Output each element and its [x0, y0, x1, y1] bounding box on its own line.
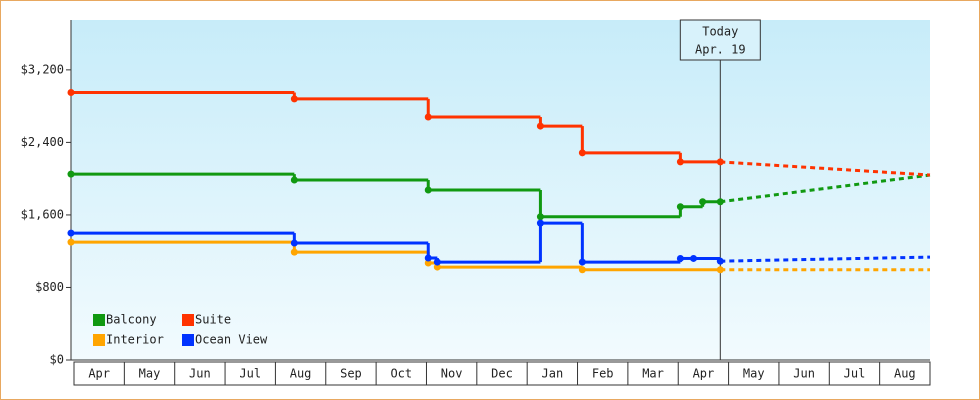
- point: [290, 176, 298, 184]
- point: [716, 158, 724, 166]
- x-tick-label: Oct: [390, 367, 412, 381]
- point: [536, 219, 544, 227]
- point: [67, 238, 75, 246]
- point: [424, 186, 432, 194]
- x-tick-label: Apr: [88, 367, 110, 381]
- x-tick-label: Aug: [894, 367, 916, 381]
- point: [424, 113, 432, 121]
- today-box: [679, 19, 761, 61]
- legend-label: Balcony: [106, 313, 157, 327]
- x-tick-label: Jan: [542, 367, 564, 381]
- point: [699, 198, 707, 206]
- forecast-line: [720, 255, 931, 263]
- x-tick-label: Sep: [340, 367, 362, 381]
- point: [716, 266, 724, 274]
- point: [578, 149, 586, 157]
- forecast-line: [720, 160, 931, 177]
- x-tick-label: Jul: [844, 367, 866, 381]
- point: [716, 257, 724, 265]
- y-tick-label: $3,200: [21, 62, 64, 76]
- point: [578, 266, 586, 274]
- point: [433, 263, 441, 271]
- x-tick-label: Feb: [592, 367, 614, 381]
- legend-label: Interior: [106, 333, 164, 347]
- point: [690, 254, 698, 262]
- legend-label: Ocean View: [195, 333, 268, 347]
- x-tick-label: Dec: [491, 367, 513, 381]
- x-tick-label: Nov: [441, 367, 463, 381]
- legend-swatch: [182, 314, 194, 326]
- x-tick-label: Jun: [189, 367, 211, 381]
- x-tick-label: May: [743, 367, 765, 381]
- today-date: Apr. 19: [695, 43, 746, 57]
- point: [67, 229, 75, 237]
- legend-swatch: [93, 334, 105, 346]
- point: [290, 239, 298, 247]
- x-tick-label: Apr: [693, 367, 715, 381]
- x-tick-label: Aug: [290, 367, 312, 381]
- legend-swatch: [182, 334, 194, 346]
- legend-swatch: [93, 314, 105, 326]
- point: [536, 213, 544, 221]
- y-tick-label: $2,400: [21, 135, 64, 149]
- point: [676, 254, 684, 262]
- x-tick-label: Jun: [793, 367, 815, 381]
- point: [290, 248, 298, 256]
- point: [290, 95, 298, 103]
- legend-label: Suite: [195, 313, 231, 327]
- point: [433, 258, 441, 266]
- x-axis-band: [73, 361, 931, 386]
- point: [578, 258, 586, 266]
- y-tick-label: $1,600: [21, 207, 64, 221]
- x-tick-label: May: [139, 367, 161, 381]
- point: [424, 259, 432, 267]
- point: [676, 158, 684, 166]
- x-tick-label: Jul: [239, 367, 261, 381]
- x-tick-label: Mar: [642, 367, 664, 381]
- y-tick-label: $800: [35, 280, 64, 294]
- point: [716, 198, 724, 206]
- point: [67, 170, 75, 178]
- point: [676, 203, 684, 211]
- point: [424, 254, 432, 262]
- point: [67, 89, 75, 97]
- today-label: Today: [702, 25, 738, 39]
- y-tick-label: $0: [50, 353, 64, 367]
- point: [536, 122, 544, 130]
